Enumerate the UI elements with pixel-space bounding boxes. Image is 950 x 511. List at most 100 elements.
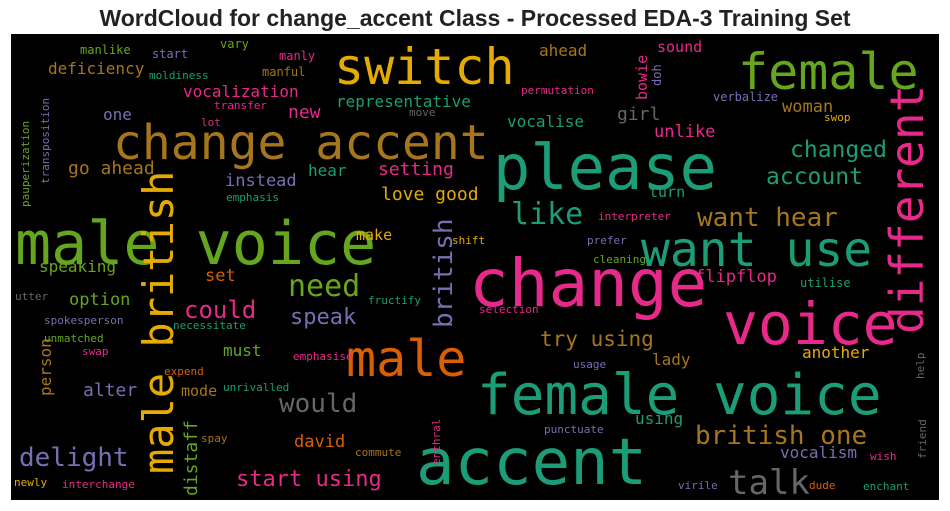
word-doh: doh bbox=[650, 64, 664, 86]
word-new: new bbox=[288, 102, 321, 123]
word-instead: instead bbox=[225, 171, 297, 191]
word-setting: setting bbox=[378, 159, 454, 180]
word-speak: speak bbox=[290, 305, 356, 330]
word-girl: girl bbox=[617, 104, 660, 125]
word-different: different bbox=[880, 85, 934, 334]
word-enthral: enthral bbox=[430, 419, 443, 465]
word-one: one bbox=[103, 105, 132, 124]
word-person: person bbox=[36, 338, 55, 396]
word-please: please bbox=[493, 131, 717, 204]
word-swap: swap bbox=[82, 345, 109, 358]
word-set: set bbox=[205, 266, 236, 286]
word-turn: turn bbox=[649, 183, 685, 201]
word-ahead: ahead bbox=[539, 41, 587, 60]
word-cleaning: cleaning bbox=[593, 253, 646, 266]
word-could: could bbox=[184, 296, 256, 324]
chart-title: WordCloud for change_accent Class - Proc… bbox=[99, 5, 851, 31]
word-go-ahead: go ahead bbox=[68, 158, 155, 179]
word-pauperization: pauperization bbox=[19, 121, 32, 207]
word-switch: switch bbox=[334, 38, 515, 96]
word-another: another bbox=[802, 343, 870, 362]
word-lot: lot bbox=[201, 116, 221, 129]
word-selection: selection bbox=[479, 303, 539, 316]
word-shift: shift bbox=[452, 234, 485, 247]
word-voice: voice bbox=[723, 290, 898, 358]
word-enchant: enchant bbox=[863, 480, 909, 493]
word-want-use: want use bbox=[641, 222, 872, 278]
word-would: would bbox=[279, 389, 357, 419]
word-try-using: try using bbox=[540, 327, 654, 351]
word-british: british bbox=[429, 218, 459, 328]
word-manful: manful bbox=[262, 65, 305, 79]
word-manlike: manlike bbox=[80, 43, 131, 57]
word-hear: hear bbox=[308, 161, 347, 180]
word-delight: delight bbox=[19, 443, 129, 473]
word-deficiency: deficiency bbox=[48, 59, 145, 78]
word-vocalization: vocalization bbox=[183, 82, 299, 101]
word-british-one: british one bbox=[695, 421, 867, 451]
word-distaff: distaff bbox=[181, 420, 202, 496]
word-help: help bbox=[914, 353, 927, 380]
word-vocalism: vocalism bbox=[780, 443, 857, 462]
word-account: account bbox=[766, 164, 863, 190]
word-change: change bbox=[469, 245, 707, 322]
word-female: female bbox=[738, 43, 919, 101]
word-transposition: transposition bbox=[39, 98, 52, 184]
word-must: must bbox=[223, 341, 262, 360]
word-virile: virile bbox=[678, 479, 718, 492]
word-talk: talk bbox=[728, 463, 810, 500]
word-punctuate: punctuate bbox=[544, 423, 604, 436]
word-utilise: utilise bbox=[800, 276, 851, 290]
word-utter: utter bbox=[15, 290, 48, 303]
word-bowie: bowie bbox=[633, 55, 651, 100]
word-transfer: transfer bbox=[214, 99, 267, 112]
word-need: need bbox=[288, 269, 360, 304]
word-wish: wish bbox=[870, 450, 897, 463]
word-flipflop: flipflop bbox=[695, 267, 777, 287]
word-sound: sound bbox=[657, 38, 702, 56]
word-unlike: unlike bbox=[654, 122, 715, 142]
word-speaking: speaking bbox=[39, 257, 116, 276]
word-necessitate: necessitate bbox=[173, 319, 246, 332]
word-permutation: permutation bbox=[521, 84, 594, 97]
word-mode: mode bbox=[181, 382, 217, 400]
word-expend: expend bbox=[164, 365, 204, 378]
word-interpreter: interpreter bbox=[598, 210, 671, 223]
word-spokesperson: spokesperson bbox=[44, 314, 123, 327]
word-swop: swop bbox=[824, 111, 851, 124]
word-male-voice: male voice bbox=[15, 209, 376, 279]
word-female-voice: female voice bbox=[477, 363, 882, 428]
word-male: male bbox=[346, 330, 466, 388]
word-dude: dude bbox=[809, 479, 836, 492]
word-unrivalled: unrivalled bbox=[223, 381, 289, 394]
word-prefer: prefer bbox=[587, 234, 627, 247]
word-start-using: start using bbox=[236, 467, 382, 492]
word-lady: lady bbox=[652, 350, 691, 369]
word-newly: newly bbox=[14, 476, 47, 489]
word-vary: vary bbox=[220, 37, 249, 51]
word-emphasis: emphasis bbox=[226, 191, 279, 204]
word-unmatched: unmatched bbox=[44, 332, 104, 345]
word-commute: commute bbox=[355, 446, 401, 459]
word-change-accent: change accent bbox=[113, 115, 489, 171]
word-representative: representative bbox=[336, 92, 471, 111]
word-like: like bbox=[511, 197, 583, 232]
word-manly: manly bbox=[279, 49, 315, 63]
word-verbalize: verbalize bbox=[713, 90, 778, 104]
word-start: start bbox=[152, 47, 188, 61]
word-moldiness: moldiness bbox=[149, 69, 209, 82]
word-spay: spay bbox=[201, 432, 228, 445]
word-want-hear: want hear bbox=[697, 203, 838, 233]
word-emphasise: emphasise bbox=[293, 350, 353, 363]
word-option: option bbox=[69, 290, 130, 310]
word-male-british: male british bbox=[134, 171, 183, 474]
word-accent: accent bbox=[416, 426, 647, 500]
word-fructify: fructify bbox=[368, 294, 421, 307]
word-using: using bbox=[635, 409, 683, 428]
word-changed: changed bbox=[790, 137, 887, 163]
word-david: david bbox=[294, 432, 345, 452]
word-make: make bbox=[356, 226, 392, 244]
word-alter: alter bbox=[83, 380, 137, 401]
